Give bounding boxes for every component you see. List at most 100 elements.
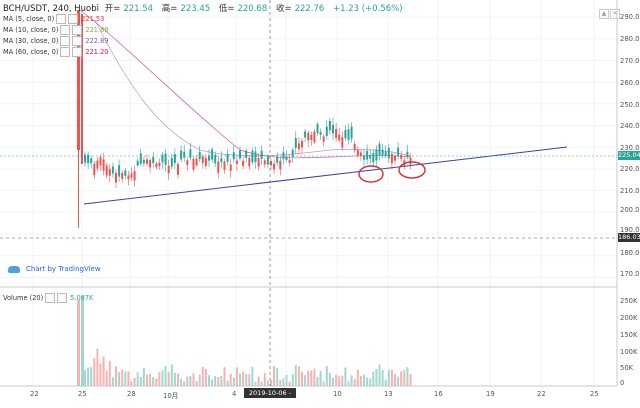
volume-bar — [279, 380, 282, 386]
close-icon[interactable] — [68, 14, 79, 24]
close-icon[interactable]: ✕ — [610, 9, 620, 19]
close-label: 收= — [275, 4, 292, 14]
candle — [332, 124, 334, 134]
volume-bar — [248, 374, 251, 386]
close-icon[interactable] — [72, 47, 83, 57]
candle — [288, 159, 291, 163]
indicator-volume[interactable]: Volume (20) 5.087K — [3, 293, 93, 303]
candle — [322, 136, 325, 142]
candle — [84, 154, 86, 163]
volume-bar — [229, 373, 232, 386]
indicator-value: 221.89 — [85, 26, 109, 34]
indicator-ma30[interactable]: MA (30, close, 0) 222.89 — [3, 36, 108, 46]
candle — [204, 158, 207, 166]
annotation-circle-1[interactable] — [358, 165, 384, 183]
candle — [214, 154, 217, 164]
indicator-ma10[interactable]: MA (10, close, 0) 221.89 — [3, 25, 108, 35]
candle — [177, 163, 179, 175]
volume-bar — [338, 376, 341, 386]
volume-bar — [328, 372, 331, 386]
volume-bar — [409, 374, 412, 386]
candle — [152, 157, 155, 164]
candle — [180, 150, 183, 160]
candle — [164, 153, 167, 165]
open-value: 221.54 — [123, 4, 154, 14]
volume-bar — [397, 376, 400, 386]
volume-bar — [356, 369, 359, 386]
settings-icon[interactable] — [60, 36, 71, 46]
attribution-link[interactable]: Chart by TradingView — [8, 265, 101, 273]
candle — [375, 149, 378, 161]
annotation-circle-2[interactable] — [398, 161, 426, 179]
crosshair-time-badge: 2019-10-06 - 04:00 — [244, 388, 296, 407]
candle — [400, 154, 403, 159]
candle — [350, 126, 353, 139]
volume-bar — [161, 370, 164, 386]
volume-bar — [319, 371, 322, 386]
candle — [328, 121, 331, 131]
volume-bar — [406, 367, 409, 386]
candle — [294, 138, 297, 148]
candle — [139, 153, 142, 164]
candle — [276, 156, 279, 163]
indicator-ma5[interactable]: MA (5, close, 0) 221.53 — [3, 14, 104, 24]
candle — [87, 154, 90, 164]
volume-bar — [288, 381, 291, 386]
volume-bar — [266, 380, 269, 386]
volume-bar — [285, 374, 288, 386]
candle — [390, 153, 393, 164]
settings-icon[interactable] — [60, 25, 71, 35]
candle — [372, 152, 375, 163]
settings-icon[interactable] — [56, 14, 67, 24]
price-tick: 230.00 — [620, 144, 640, 152]
candle — [270, 160, 272, 166]
volume-bar — [307, 370, 310, 386]
volume-bar — [77, 300, 80, 386]
volume-bar — [118, 372, 121, 386]
volume-bar — [198, 374, 201, 386]
volume-bar — [173, 372, 176, 386]
volume-bar — [291, 374, 294, 386]
close-icon[interactable] — [72, 25, 83, 35]
candle — [208, 155, 210, 161]
high-value: 223.45 — [180, 4, 211, 14]
indicator-value: 221.20 — [85, 48, 109, 56]
crosshair-price-badge: 186.03 — [618, 233, 640, 242]
volume-bar — [310, 370, 313, 386]
volume-bar — [121, 369, 124, 386]
candle — [195, 158, 198, 166]
volume-bar — [263, 373, 266, 386]
volume-tick: 200K — [620, 314, 638, 322]
close-icon[interactable] — [57, 293, 68, 303]
volume-bar — [325, 366, 328, 386]
candle — [291, 149, 294, 157]
candle — [170, 157, 173, 167]
trend-line[interactable] — [83, 146, 568, 205]
candle — [235, 160, 238, 164]
settings-icon[interactable] — [60, 47, 71, 57]
settings-icon[interactable]: ▲ — [599, 9, 609, 19]
volume-bar — [195, 380, 198, 386]
candle — [285, 156, 288, 161]
candle — [146, 159, 148, 164]
indicator-ma60[interactable]: MA (60, close, 0) 221.20 — [3, 47, 108, 57]
candle — [102, 159, 105, 171]
current-price-badge: 225.04 — [618, 151, 640, 160]
volume-bar — [260, 381, 263, 386]
pane-controls[interactable]: ▲ ✕ — [598, 9, 620, 19]
price-tick: 260.00 — [620, 79, 640, 87]
symbol-title: BCH/USDT, 240, Huobi — [3, 4, 99, 14]
candle — [223, 161, 226, 170]
settings-icon[interactable] — [45, 293, 56, 303]
volume-bar — [208, 375, 210, 386]
close-icon[interactable] — [72, 36, 83, 46]
candle — [183, 151, 186, 158]
time-tick: 10 — [333, 390, 342, 398]
change-value: +1.23 (+0.56%) — [333, 4, 403, 14]
cloud-icon — [8, 265, 20, 273]
candle — [161, 154, 164, 163]
candle — [115, 172, 117, 183]
candle — [133, 171, 136, 181]
volume-bar — [220, 375, 223, 386]
